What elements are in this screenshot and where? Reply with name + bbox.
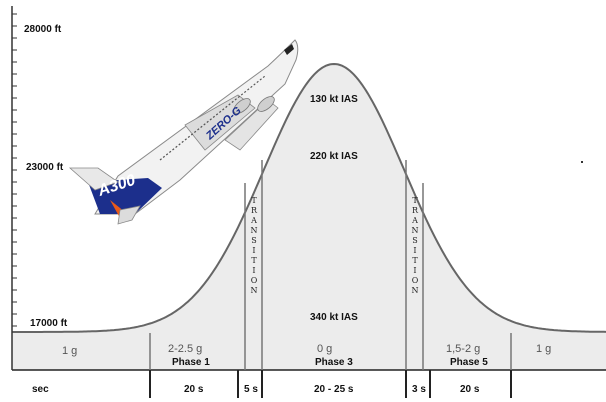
- marker-dot: [581, 161, 583, 163]
- phase-label-5: Phase 5: [450, 357, 488, 368]
- a300-aircraft-illustration: A300 ZERO-G: [68, 39, 299, 225]
- duration-phase3: 20 - 25 s: [314, 384, 354, 395]
- phase-boundaries: [149, 160, 512, 370]
- tail-livery: [88, 178, 162, 214]
- phase-label-1: Phase 1: [172, 357, 210, 368]
- altitude-label-17000: 17000 ft: [30, 318, 68, 329]
- g-value-phase1: 2-2.5 g: [168, 343, 203, 355]
- altitude-label-28000: 28000 ft: [24, 24, 62, 35]
- duration-phase5: 20 s: [460, 384, 480, 395]
- speed-label-top: 130 kt IAS: [310, 94, 358, 105]
- vertical-stabilizer: [68, 167, 119, 191]
- cockpit-windows: [284, 44, 294, 55]
- right-wing: [224, 99, 279, 151]
- parabola-fill: [12, 64, 606, 333]
- phase-label-3: Phase 3: [315, 357, 353, 368]
- speed-label-bottom: 340 kt IAS: [310, 312, 358, 323]
- time-axis-label: sec: [32, 384, 49, 395]
- engine-right: [257, 96, 275, 112]
- g-value-level-flight-2: 1 g: [536, 343, 552, 355]
- g-value-level-flight-1: 1 g: [62, 345, 78, 357]
- g-value-phase3: 0 g: [317, 343, 333, 355]
- g-value-phase5: 1,5-2 g: [446, 343, 481, 355]
- time-dividers: [149, 370, 512, 398]
- parabola-curve: [12, 62, 606, 333]
- duration-phase1: 20 s: [184, 384, 204, 395]
- engine-left: [233, 98, 251, 114]
- cabin-windows: [159, 75, 266, 161]
- speed-label-mid: 220 kt IAS: [310, 151, 358, 162]
- altitude-ticks: [12, 13, 17, 327]
- duration-transition1: 5 s: [244, 384, 258, 395]
- duration-transition2: 3 s: [412, 384, 426, 395]
- horizontal-stabilizer: [117, 205, 141, 225]
- altitude-label-23000: 23000 ft: [26, 162, 64, 173]
- g-band: [12, 333, 606, 370]
